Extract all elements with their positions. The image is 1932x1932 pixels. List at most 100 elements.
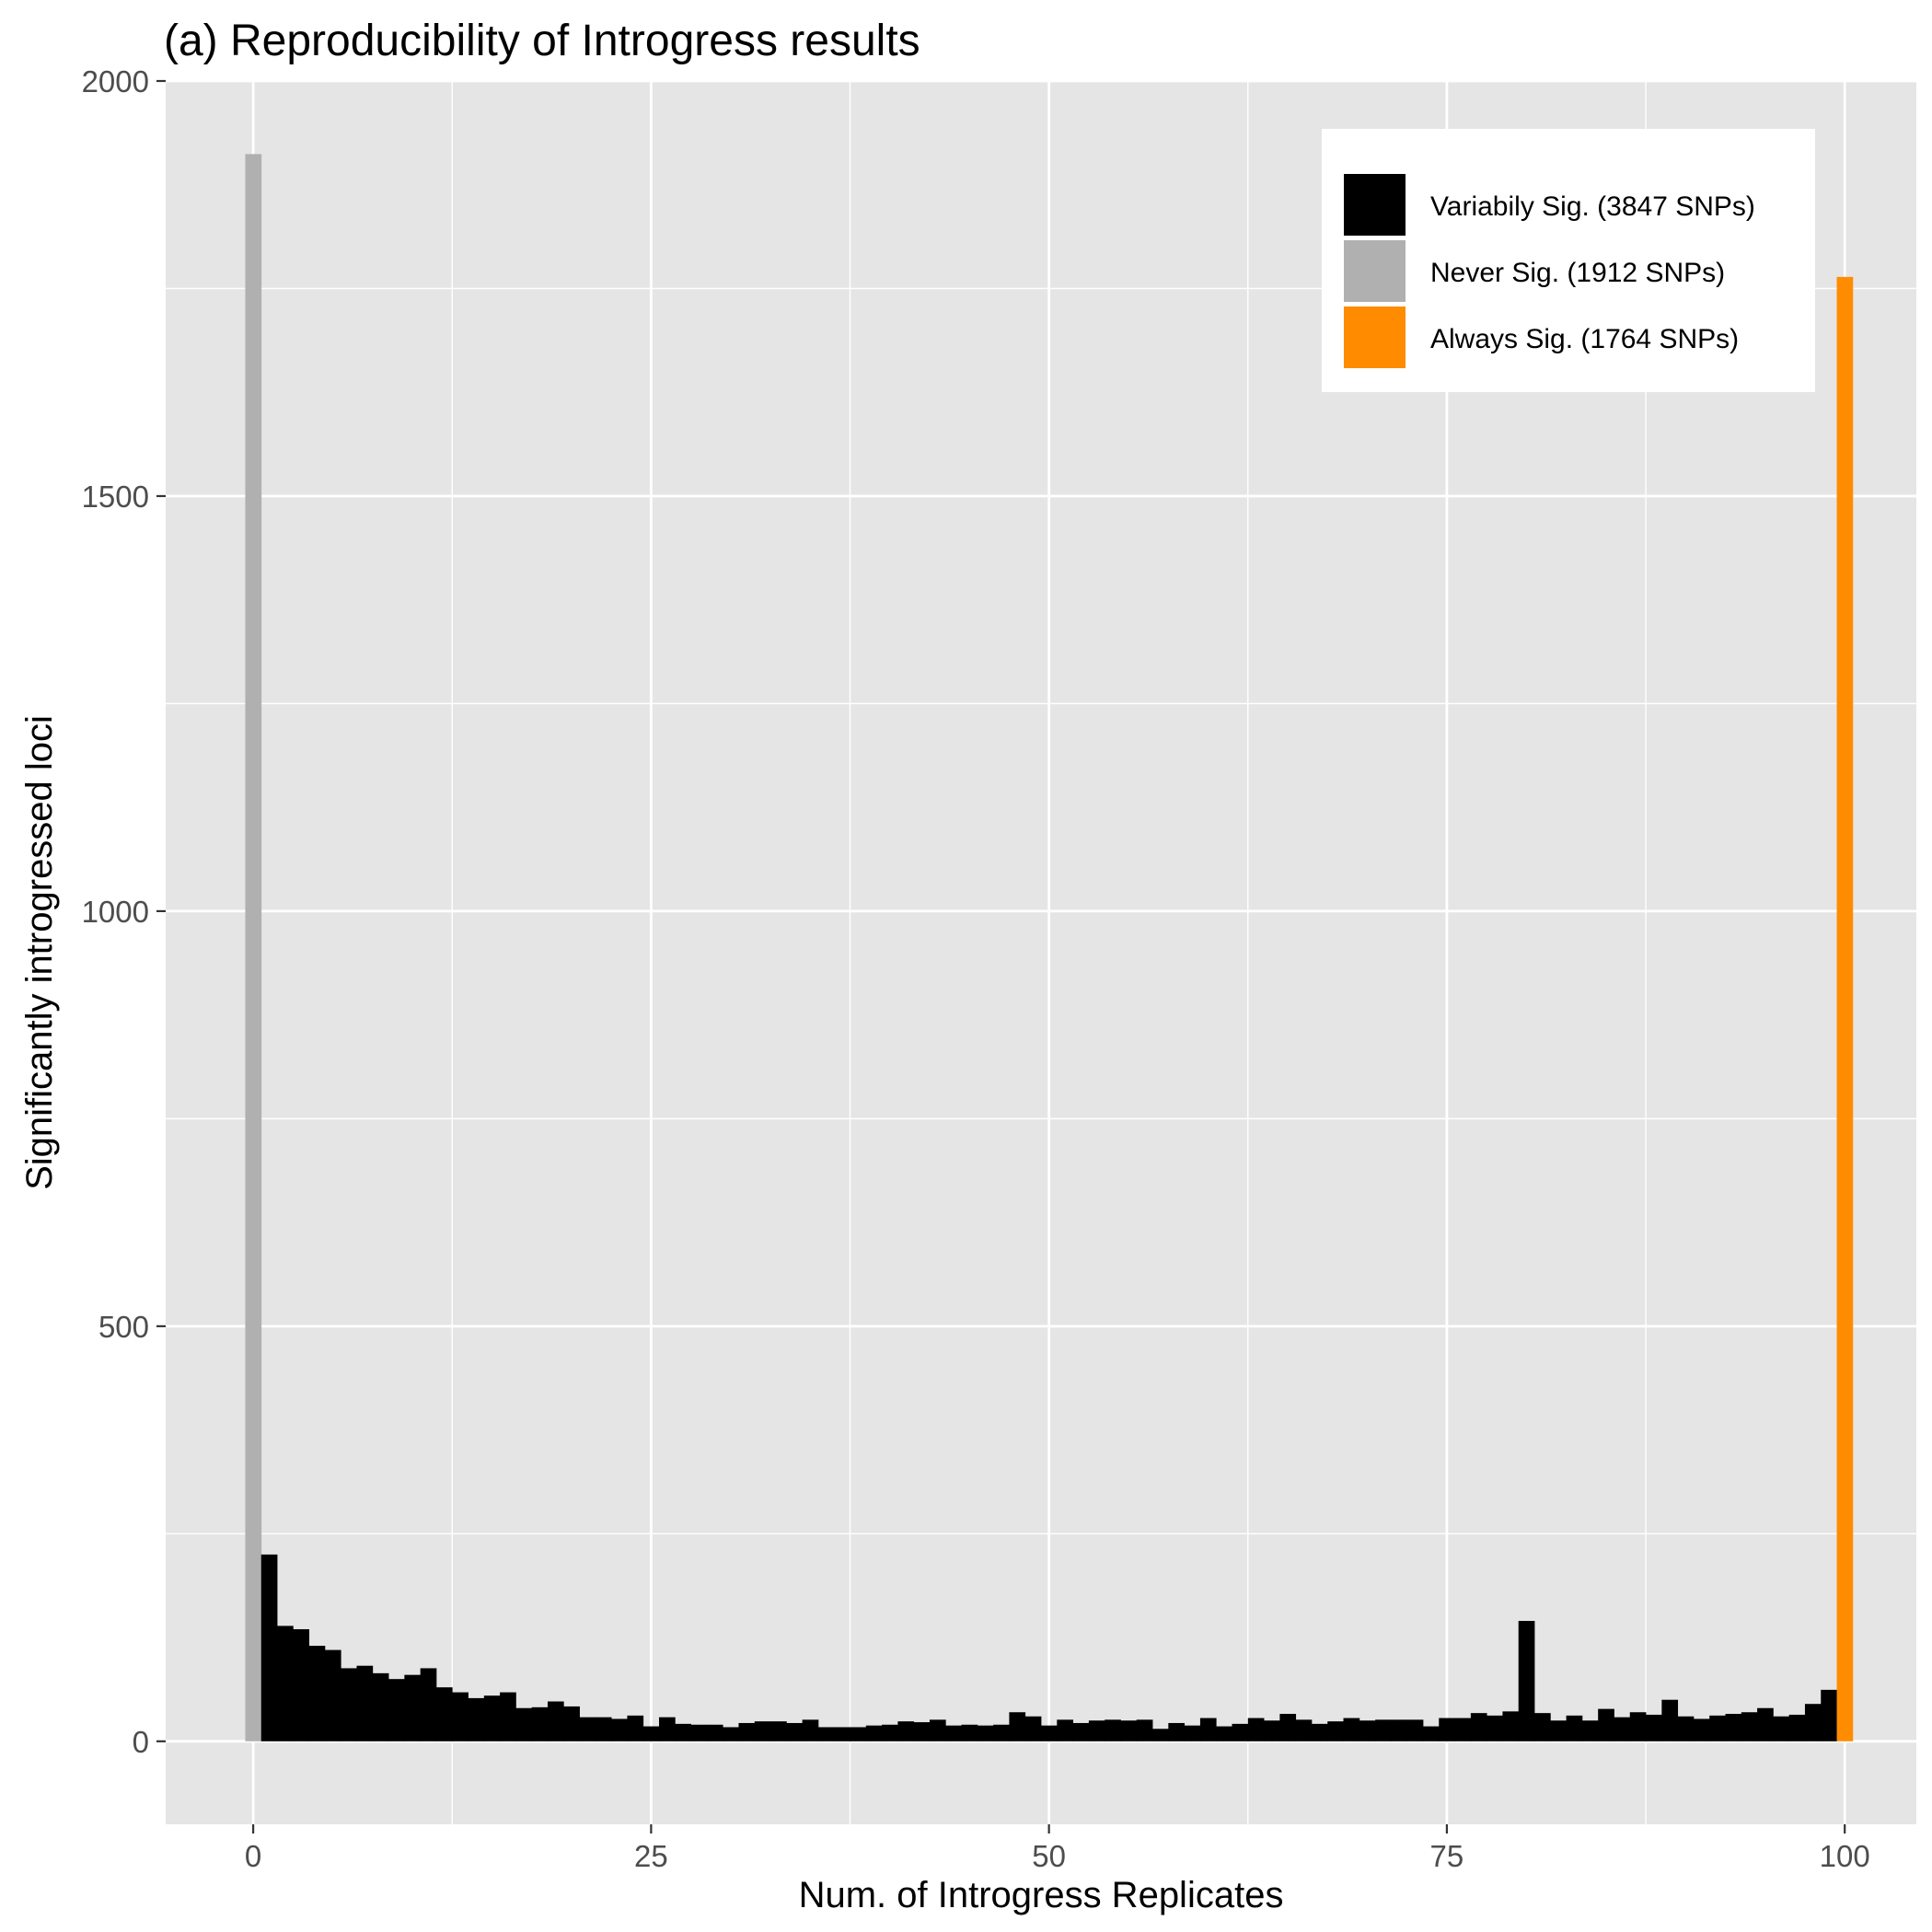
legend-key (1342, 238, 1407, 304)
bar (1614, 1717, 1631, 1741)
bar (1072, 1722, 1090, 1741)
y-tick-label: 1500 (82, 480, 149, 514)
bar (1470, 1713, 1487, 1741)
bar (579, 1717, 596, 1741)
bar (1057, 1719, 1073, 1741)
y-tick-label: 2000 (82, 64, 149, 98)
bar (1502, 1711, 1520, 1741)
bar (882, 1724, 898, 1741)
bar (1534, 1713, 1551, 1741)
bar (563, 1706, 580, 1741)
bar (1550, 1720, 1567, 1741)
bar (1725, 1714, 1742, 1741)
legend-label: Never Sig. (1912 SNPs) (1430, 258, 1725, 288)
bar (627, 1715, 644, 1741)
legend-label: Always Sig. (1764 SNPs) (1430, 324, 1739, 354)
bar (1247, 1718, 1265, 1741)
bar (1311, 1723, 1328, 1741)
bar (1677, 1716, 1695, 1741)
bar (850, 1727, 867, 1741)
bar (977, 1725, 994, 1741)
bar (1232, 1723, 1249, 1741)
bar (1152, 1729, 1169, 1741)
bar (515, 1707, 533, 1741)
legend-key (1342, 305, 1407, 370)
x-tick-label: 100 (1820, 1839, 1870, 1873)
bar (277, 1625, 294, 1741)
y-tick-label: 500 (98, 1310, 149, 1344)
bar (1518, 1621, 1535, 1741)
bar (1788, 1714, 1806, 1741)
bar (1088, 1720, 1105, 1741)
bar (595, 1717, 612, 1741)
bar (659, 1717, 676, 1741)
bar (1105, 1719, 1121, 1741)
bar (1422, 1726, 1440, 1741)
bar (786, 1722, 804, 1741)
y-tick-label: 1000 (82, 895, 149, 929)
bar (420, 1668, 437, 1741)
bar (1279, 1714, 1297, 1741)
x-axis-title: Num. of Introgress Replicates (799, 1875, 1284, 1915)
bar (929, 1719, 946, 1741)
bars (245, 154, 1854, 1741)
bar (356, 1665, 374, 1741)
bar (245, 154, 262, 1741)
bar (865, 1725, 883, 1741)
bar (1375, 1719, 1392, 1741)
x-tick-label: 50 (1032, 1839, 1066, 1873)
bar (308, 1646, 326, 1741)
bar (452, 1692, 469, 1741)
bar (1199, 1718, 1217, 1741)
bar (706, 1724, 723, 1741)
bar (690, 1724, 708, 1741)
bar (1598, 1708, 1614, 1741)
bar (738, 1722, 756, 1741)
bar (1439, 1718, 1455, 1741)
bar (1343, 1718, 1360, 1741)
legend-key (1342, 172, 1407, 237)
x-tick-label: 25 (634, 1839, 668, 1873)
bar (945, 1725, 962, 1741)
bar (260, 1554, 278, 1741)
bar (897, 1721, 915, 1741)
bar (1773, 1716, 1790, 1741)
bar (372, 1672, 389, 1741)
bar (1327, 1721, 1344, 1741)
chart-title: (a) Reproducibility of Introgress result… (164, 17, 920, 65)
bar (1454, 1718, 1472, 1741)
bar (1661, 1699, 1679, 1741)
bar (834, 1727, 850, 1741)
bar (1136, 1719, 1153, 1741)
bar (468, 1697, 485, 1741)
bar (817, 1727, 835, 1741)
bar (1009, 1712, 1026, 1741)
bar (1566, 1715, 1583, 1741)
bar (324, 1649, 341, 1741)
bar (1391, 1719, 1408, 1741)
bar (500, 1692, 516, 1741)
bar (1581, 1720, 1599, 1741)
bar (435, 1687, 453, 1741)
y-axis-title: Significantly introgressed loci (19, 715, 60, 1190)
bar (961, 1724, 978, 1741)
bar (1646, 1714, 1662, 1741)
bar (1821, 1689, 1837, 1741)
bar (993, 1724, 1010, 1741)
bar (1024, 1716, 1042, 1741)
bar (483, 1695, 501, 1741)
y-tick-label: 0 (133, 1725, 149, 1759)
bar (1216, 1726, 1232, 1741)
bar (404, 1674, 422, 1741)
bar (642, 1726, 660, 1741)
bar (1487, 1715, 1503, 1741)
bar (802, 1719, 819, 1741)
bar (1359, 1720, 1376, 1741)
bar (754, 1721, 771, 1741)
bar (1184, 1725, 1201, 1741)
x-tick-label: 75 (1430, 1839, 1464, 1873)
bar (1406, 1719, 1424, 1741)
bar (1804, 1704, 1822, 1741)
bar (1741, 1712, 1758, 1741)
